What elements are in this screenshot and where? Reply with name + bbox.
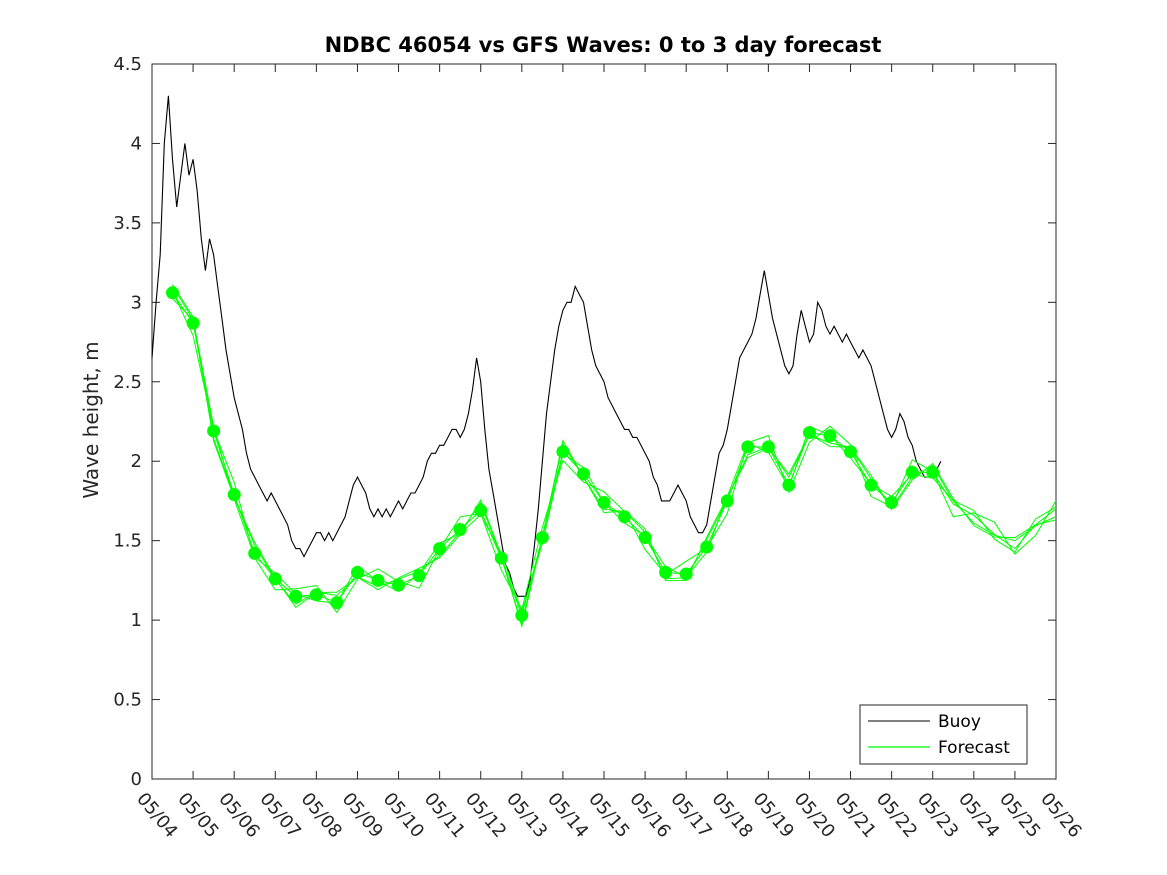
x-tick-label: 05/06 xyxy=(214,789,263,842)
forecast-point xyxy=(864,478,878,492)
forecast-point xyxy=(679,567,693,581)
forecast-point xyxy=(844,445,857,459)
y-tick-label: 2.5 xyxy=(113,372,142,393)
x-tick-label: 05/20 xyxy=(790,789,839,842)
forecast-point xyxy=(535,531,549,544)
forecast-point xyxy=(905,465,919,479)
x-tick-label: 05/09 xyxy=(338,789,387,842)
x-tick-label: 05/12 xyxy=(461,789,510,842)
forecast-point xyxy=(474,504,488,517)
forecast-point xyxy=(638,531,652,544)
legend-buoy-label: Buoy xyxy=(938,712,981,732)
legend-forecast-label: Forecast xyxy=(938,738,1010,758)
y-tick-label: 4.5 xyxy=(113,54,142,75)
x-tick-label: 05/13 xyxy=(502,789,551,842)
forecast-line xyxy=(172,298,1057,614)
forecast-point xyxy=(577,467,590,481)
forecast-point xyxy=(515,608,529,622)
legend: Buoy Forecast xyxy=(859,704,1028,765)
forecast-point xyxy=(885,496,899,509)
y-tick-label: 1 xyxy=(131,610,142,631)
forecast-point xyxy=(618,510,631,524)
x-tick-label: 05/07 xyxy=(255,789,304,842)
buoy-line xyxy=(151,95,942,597)
forecast-point xyxy=(268,572,282,586)
forecast-point xyxy=(166,286,179,300)
x-tick-label: 05/18 xyxy=(707,789,756,842)
y-tick-label: 2 xyxy=(131,451,142,472)
x-tick-label: 05/21 xyxy=(831,789,880,842)
forecast-point xyxy=(207,424,221,438)
forecast-point xyxy=(494,551,508,565)
forecast-point xyxy=(720,494,734,508)
x-tick-label: 05/22 xyxy=(872,789,921,842)
forecast-point xyxy=(309,588,323,602)
chart-title: NDBC 46054 vs GFS Waves: 0 to 3 day fore… xyxy=(325,33,882,57)
x-tick-label: 05/08 xyxy=(297,789,346,842)
x-tick-label: 05/05 xyxy=(173,789,222,842)
x-tick-label: 05/04 xyxy=(132,789,181,842)
forecast-point xyxy=(412,569,426,583)
x-tick-label: 05/25 xyxy=(995,789,1044,842)
y-tick-label: 0.5 xyxy=(113,690,142,711)
forecast-point xyxy=(803,426,816,440)
forecast-point xyxy=(782,478,796,492)
forecast-point xyxy=(227,488,241,502)
x-tick-label: 05/10 xyxy=(379,789,428,842)
forecast-point xyxy=(823,429,837,443)
forecast-point xyxy=(741,440,755,454)
forecast-point xyxy=(433,542,447,556)
forecast-point xyxy=(289,589,303,603)
forecast-point xyxy=(186,316,200,330)
legend-box xyxy=(859,704,1028,765)
x-tick-label: 05/26 xyxy=(1036,789,1085,842)
x-tick-label: 05/17 xyxy=(666,789,715,842)
x-tick-label: 05/14 xyxy=(543,789,592,842)
forecast-point xyxy=(453,523,467,536)
forecast-point xyxy=(659,565,673,579)
x-tick-label: 05/15 xyxy=(584,789,633,842)
y-tick-label: 4 xyxy=(131,133,142,154)
y-tick-label: 3.5 xyxy=(113,213,142,234)
y-tick-label: 0 xyxy=(131,769,142,790)
plot-area xyxy=(151,63,1057,780)
forecast-point xyxy=(351,565,364,579)
forecast-point xyxy=(926,465,940,479)
x-tick-label: 05/19 xyxy=(749,789,798,842)
forecast-point xyxy=(556,445,570,459)
x-tick-label: 05/24 xyxy=(954,789,1003,842)
x-tick-label: 05/11 xyxy=(420,789,469,842)
forecast-point xyxy=(597,496,611,509)
forecast-point xyxy=(392,578,405,592)
series-layer xyxy=(151,95,1057,629)
forecast-point xyxy=(330,596,344,610)
forecast-point xyxy=(700,540,714,554)
forecast-point xyxy=(761,440,775,454)
forecast-point xyxy=(371,573,385,587)
y-axis-label: Wave height, m xyxy=(79,341,103,498)
y-tick-label: 3 xyxy=(131,292,142,313)
y-tick-label: 1.5 xyxy=(113,531,142,552)
x-tick-label: 05/16 xyxy=(625,789,674,842)
forecast-point xyxy=(248,546,262,560)
x-tick-label: 05/23 xyxy=(913,789,962,842)
